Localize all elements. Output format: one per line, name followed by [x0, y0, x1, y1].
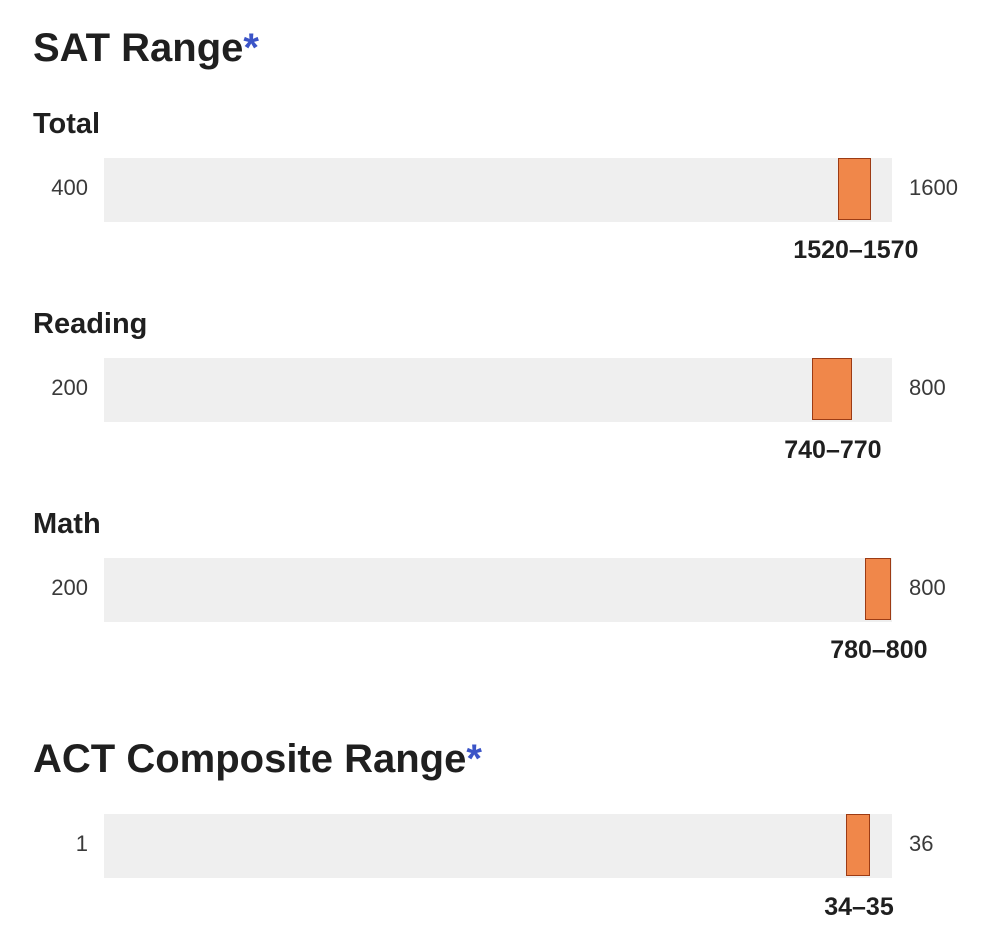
- sat-total-range-marker: [838, 158, 872, 220]
- sat-total-range-value: 1520–1570: [793, 236, 919, 264]
- sat-math-range-value: 780–800: [830, 636, 928, 664]
- sat-footnote-asterisk[interactable]: *: [243, 26, 259, 70]
- act-range-title-text: ACT Composite Range: [33, 737, 467, 781]
- sat-reading-min: 200: [51, 375, 88, 400]
- sat-math-min: 200: [51, 575, 88, 600]
- act-range-value: 34–35: [824, 893, 894, 921]
- sat-reading-track: [104, 358, 892, 422]
- sat-math-max: 800: [909, 575, 946, 600]
- act-track: [104, 814, 892, 878]
- sat-total-min: 400: [51, 175, 88, 200]
- sat-math-track: [104, 558, 892, 622]
- sat-reading-label: Reading: [33, 308, 148, 340]
- sat-range-title-text: SAT Range: [33, 26, 244, 70]
- sat-reading-max: 800: [909, 375, 946, 400]
- act-range-marker: [845, 814, 870, 876]
- sat-reading-range-marker: [812, 358, 852, 420]
- sat-math-label: Math: [33, 508, 101, 540]
- sat-reading-range-value: 740–770: [784, 436, 882, 464]
- act-composite-range-title: ACT Composite Range*: [33, 739, 482, 779]
- act-footnote-asterisk[interactable]: *: [466, 737, 482, 781]
- sat-math-range-marker: [864, 558, 891, 620]
- sat-total-max: 1600: [909, 175, 958, 200]
- act-max: 36: [909, 831, 934, 856]
- sat-total-label: Total: [33, 108, 101, 140]
- sat-total-track: [104, 158, 892, 222]
- sat-range-title: SAT Range*: [33, 28, 259, 68]
- act-min: 1: [75, 831, 88, 856]
